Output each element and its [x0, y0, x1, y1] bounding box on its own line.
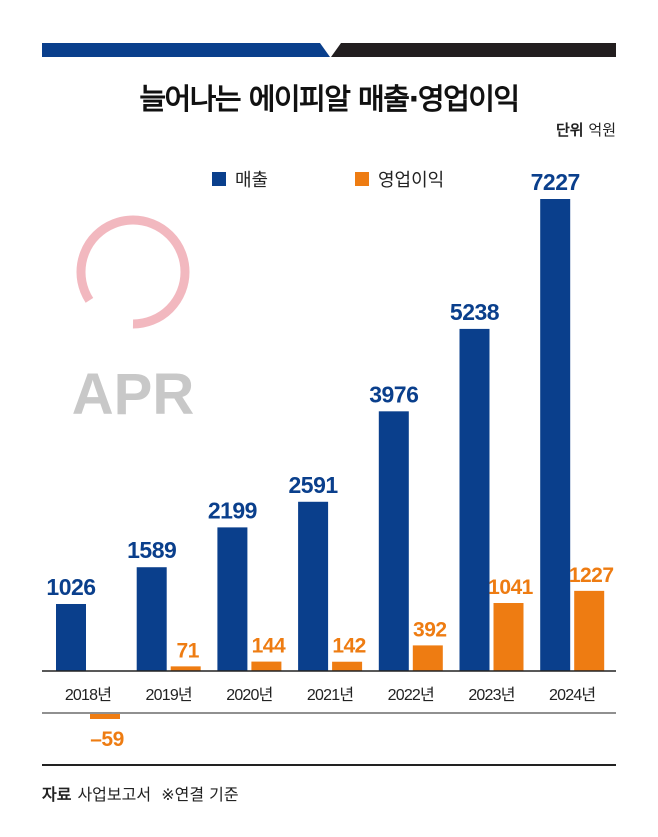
- chart-title: 늘어나는 에이피알 매출·영업이익: [139, 82, 520, 116]
- data-label-revenue: 1026: [46, 574, 95, 600]
- bar-profit: [332, 661, 363, 671]
- apr-logo-text: APR: [72, 362, 194, 427]
- unit-value: 억원: [588, 121, 616, 139]
- source-value: 사업보고서: [77, 785, 152, 804]
- apr-logo-ring-gap: [84, 296, 134, 330]
- data-label-revenue: 2199: [208, 497, 257, 523]
- source-note: 자료 사업보고서 ※연결 기준: [42, 781, 239, 805]
- data-label-revenue: 2591: [289, 472, 339, 498]
- bar-profit: [493, 603, 524, 671]
- x-tick-label: 2019년: [146, 686, 192, 704]
- data-label-revenue: 3976: [369, 381, 418, 407]
- header-bar-dark: [331, 43, 616, 57]
- legend-swatch-profit: [355, 172, 369, 186]
- x-tick-label: 2024년: [549, 686, 595, 704]
- bar-profit: [90, 714, 120, 719]
- header-bar-blue: [42, 43, 330, 57]
- unit-label: 단위 억원: [556, 119, 616, 140]
- data-label-profit: 142: [332, 635, 366, 658]
- legend-profit: 영업이익: [355, 166, 444, 192]
- bar-revenue: [217, 527, 248, 671]
- bar-revenue: [459, 328, 490, 671]
- unit-key: 단위: [556, 121, 584, 139]
- x-tick-label: 2023년: [468, 686, 514, 704]
- bar-profit: [574, 590, 605, 671]
- x-tick-label: 2018년: [65, 686, 111, 704]
- source-key: 자료: [42, 785, 72, 804]
- bar-revenue: [540, 199, 571, 671]
- data-label-profit: 1227: [569, 564, 614, 587]
- data-label-revenue: 5238: [450, 299, 500, 325]
- data-label-revenue: 7227: [531, 169, 580, 195]
- data-label-profit: –59: [90, 728, 124, 751]
- bar-profit: [251, 661, 282, 671]
- data-label-profit: 1041: [488, 576, 534, 599]
- bar-profit: [170, 666, 201, 671]
- x-tick-label: 2021년: [307, 686, 353, 704]
- bar-revenue: [298, 501, 329, 671]
- legend-label-revenue: 매출: [235, 170, 269, 191]
- basis-note: ※연결 기준: [161, 785, 239, 804]
- data-label-profit: 144: [252, 635, 286, 658]
- legend-swatch-revenue: [212, 172, 226, 186]
- legend-label-profit: 영업이익: [378, 170, 445, 191]
- data-label-revenue: 1589: [127, 537, 176, 563]
- bar-revenue: [56, 603, 86, 671]
- bar-profit: [412, 645, 443, 671]
- data-label-profit: 392: [413, 618, 447, 641]
- bar-revenue: [136, 567, 167, 671]
- data-label-profit: 71: [177, 639, 200, 662]
- bar-revenue: [378, 411, 409, 671]
- x-tick-label: 2022년: [388, 686, 434, 704]
- legend-revenue: 매출: [212, 166, 268, 192]
- x-tick-label: 2020년: [226, 686, 272, 704]
